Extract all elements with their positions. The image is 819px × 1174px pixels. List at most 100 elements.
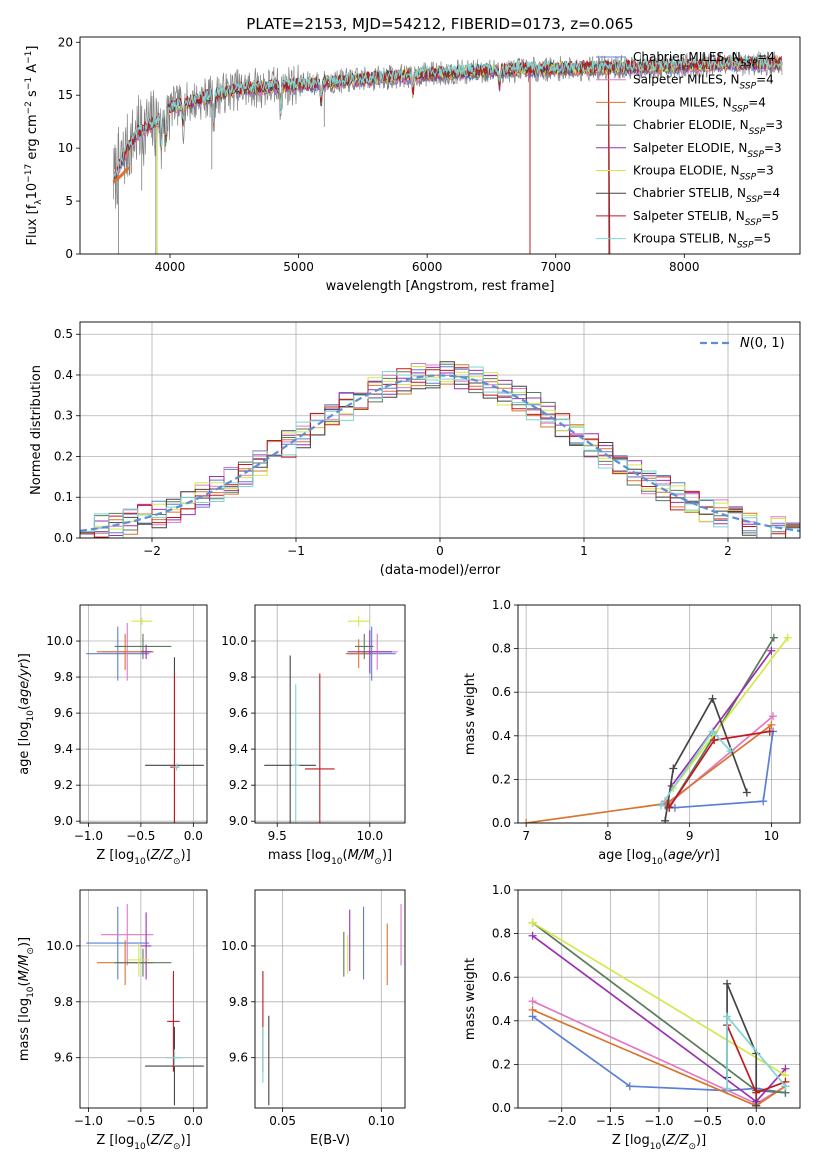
series-marker [661,816,670,823]
y-tick-label: 9.6 [229,706,248,720]
model-segment [112,166,130,184]
y-tick-label: 0.1 [54,490,73,504]
y-axis-label: Flux [fλ10−17 erg cm−2 s−1 A−1] [24,46,44,246]
plot-area [262,903,402,1106]
y-axis-label: mass weight [463,673,478,755]
series-kroupa-elodie [528,918,790,1080]
series-marker [783,633,792,642]
series-marker [723,1012,732,1021]
series-marker [759,797,768,806]
model-spectrum-kroupa-stelib [112,53,782,181]
axes-frame [254,889,406,1109]
y-tick-label: 15 [58,88,73,102]
age-vs-mass-panel: 9.5 10.0 9.0 9.2 9.4 9.6 9.8 10.0 mass [log10(M/… [221,604,406,867]
x-tick-label: −0.5 [126,829,155,843]
series-marker [625,1082,634,1091]
y-tick-label: 20 [58,35,73,49]
legend-entry: Kroupa MILES, NSSP=4 [633,95,766,114]
series-marker [522,819,531,823]
y-tick-label: 9.0 [54,814,73,828]
series-marker [769,712,778,721]
axes-frame [517,604,801,824]
legend-entry: Salpeter ELODIE, NSSP=3 [633,141,782,160]
x-tick-label: 7 [522,829,530,843]
y-tick-label: 10.0 [221,939,248,953]
axes-frame [79,36,801,255]
legend-entry: Kroupa ELODIE, NSSP=3 [633,164,774,183]
series-marker [765,727,774,736]
series-marker [742,788,751,797]
gaussian-curve [80,374,800,532]
x-tick-label: 10 [764,829,779,843]
series-marker [752,1101,761,1108]
y-tick-label: 10.0 [46,634,73,648]
y-tick-label: 0.8 [492,927,511,941]
y-tick-label: 9.6 [54,1051,73,1065]
x-tick-label: −1 [287,544,305,558]
y-tick-label: 0.8 [492,642,511,656]
series-marker [528,931,537,940]
series-kroupa-stelib [657,727,735,810]
plot-area [112,51,783,254]
point-kroupa-stelib [173,763,180,771]
x-tick-label: −0.5 [693,1114,722,1128]
point-chabrier-elodie [114,948,172,977]
point-salpeter-miles [100,903,154,966]
x-tick-label: −1.0 [74,1114,103,1128]
point-kroupa-miles [345,639,372,669]
y-tick-label: 9.4 [54,742,73,756]
series-marker [708,727,717,736]
y-tick-label: 0.5 [54,327,73,341]
y-tick-label: 0.2 [492,1057,511,1071]
y-tick-label: 0.0 [492,816,511,830]
x-tick-label: 7000 [540,260,571,274]
plot-area [264,615,398,823]
axes-frame [79,889,208,1109]
x-axis-label: wavelength [Angstrom, rest frame] [326,279,555,294]
x-tick-label: 8000 [669,260,700,274]
weight-vs-age-panel: 7 8 9 10 0.0 0.2 0.4 0.6 0.8 1.0 age [log10(age/yr… [463,598,801,867]
series-marker [767,646,776,655]
series-marker [723,979,732,988]
y-tick-label: 0.4 [492,729,511,743]
series-marker [657,801,666,810]
series-marker [726,747,735,756]
residual-histogram-panel: −2 −1 0 1 2 0.0 0.1 0.2 0.3 0.4 0.5 N(0, 1) (data-mo… [29,321,801,578]
x-axis-label: Z [log10(Z/Z⊙)] [96,848,190,867]
series-line [671,650,773,787]
y-tick-label: 9.0 [229,814,248,828]
point-kroupa-elodie [347,615,370,627]
y-tick-label: 0.2 [54,449,73,463]
series-marker [781,1082,790,1091]
plot-area [80,361,800,538]
x-axis-label: mass [log10(M/M⊙)] [268,848,392,867]
y-axis-label: mass weight [463,958,478,1040]
x-axis-label: age [log10(age/yr)] [598,848,720,867]
point-chabrier-elodie [355,633,374,660]
y-tick-label: 0.2 [492,772,511,786]
y-axis-label: age [log10(age/yr)] [17,653,36,775]
x-axis-label: (data-model)/error [380,563,501,578]
point-salpeter-elodie [140,912,152,980]
x-tick-label: −1.0 [74,829,103,843]
x-tick-label: −2 [143,544,161,558]
y-tick-label: 9.8 [54,670,73,684]
x-tick-label: 0.0 [747,1114,766,1128]
y-tick-label: 9.6 [229,1051,248,1065]
y-tick-label: 10.0 [221,634,248,648]
x-axis-label: E(B-V) [310,1133,350,1148]
point-salpeter-stelib [305,673,335,823]
point-chabrier-miles [86,906,150,980]
series-salpeter-stelib [665,727,774,812]
series-line [664,731,774,809]
point-salpeter-elodie [347,630,393,674]
y-tick-label: 9.8 [229,670,248,684]
axes-frame [79,321,801,539]
legend-entry: N(0, 1) [740,336,785,351]
series-marker [767,720,776,729]
plot-area [528,918,790,1108]
axes-frame [517,889,801,1109]
age-vs-metallicity-panel: −1.0 −0.5 0.0 9.0 9.2 9.4 9.6 9.8 10.0 Z [log10(Z… [17,604,208,867]
mass-vs-metallicity-panel: −1.0 −0.5 0.0 9.6 9.8 10.0 Z [log10(Z/Z⊙)] mass… [17,889,208,1152]
